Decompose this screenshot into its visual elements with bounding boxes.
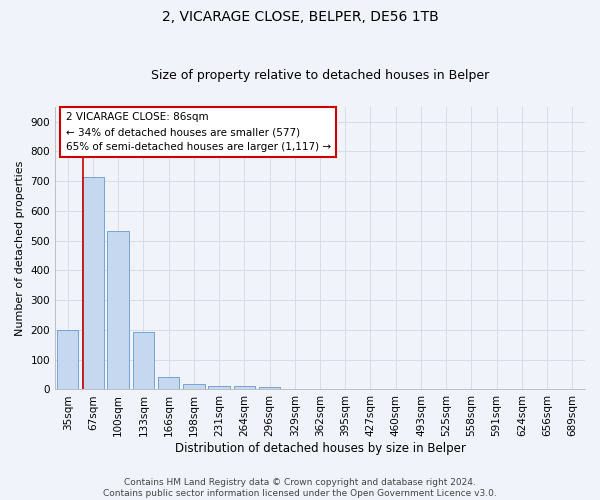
Text: 2 VICARAGE CLOSE: 86sqm
← 34% of detached houses are smaller (577)
65% of semi-d: 2 VICARAGE CLOSE: 86sqm ← 34% of detache…	[65, 112, 331, 152]
Bar	[259, 387, 280, 390]
Bar	[183, 384, 205, 390]
X-axis label: Distribution of detached houses by size in Belper: Distribution of detached houses by size …	[175, 442, 466, 455]
Title: Size of property relative to detached houses in Belper: Size of property relative to detached ho…	[151, 69, 489, 82]
Bar	[208, 386, 230, 390]
Y-axis label: Number of detached properties: Number of detached properties	[15, 160, 25, 336]
Bar	[107, 230, 129, 390]
Bar	[82, 177, 104, 390]
Bar	[233, 386, 255, 390]
Bar	[57, 330, 79, 390]
Bar	[133, 332, 154, 390]
Bar	[158, 378, 179, 390]
Text: Contains HM Land Registry data © Crown copyright and database right 2024.
Contai: Contains HM Land Registry data © Crown c…	[103, 478, 497, 498]
Text: 2, VICARAGE CLOSE, BELPER, DE56 1TB: 2, VICARAGE CLOSE, BELPER, DE56 1TB	[161, 10, 439, 24]
